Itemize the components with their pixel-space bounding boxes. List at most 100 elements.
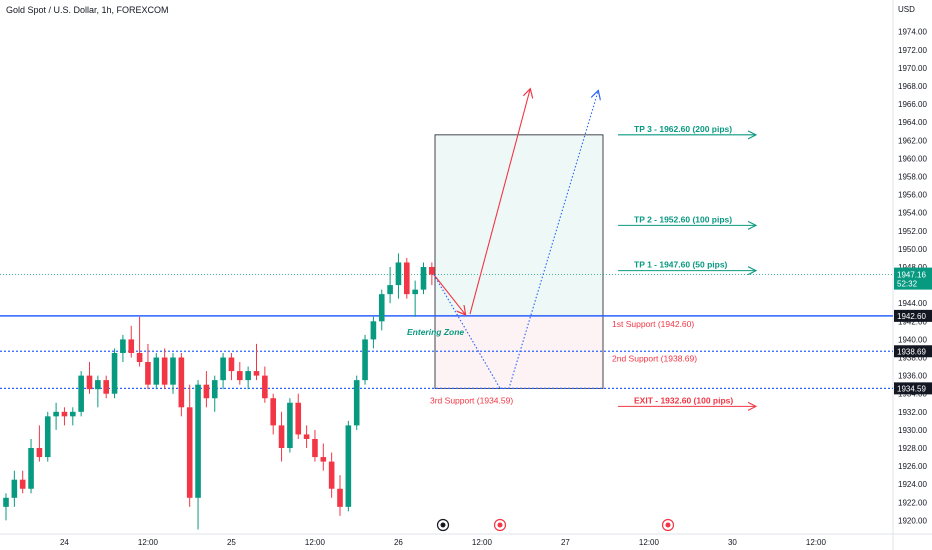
current-price-tag-bg	[894, 267, 932, 290]
candle-body	[429, 267, 435, 275]
candle	[429, 262, 435, 286]
candle	[44, 411, 51, 462]
x-tick-label: 12:00	[806, 538, 827, 547]
candle-body	[95, 380, 101, 390]
candle-body	[237, 371, 243, 381]
candle-body	[111, 352, 118, 394]
candle-body	[120, 339, 126, 353]
candle-body	[345, 425, 352, 507]
candle	[170, 352, 176, 394]
current-price-tag: 1947.16	[897, 271, 926, 280]
candle-body	[353, 380, 360, 426]
candle	[337, 475, 343, 516]
candle-body	[153, 357, 160, 385]
candle-body	[3, 497, 9, 507]
support-label-3: 3rd Support (1934.59)	[430, 395, 513, 405]
support-label-2: 2nd Support (1938.69)	[612, 353, 697, 363]
candle	[161, 348, 168, 390]
candle	[19, 470, 26, 494]
candle	[287, 398, 293, 453]
candle	[61, 407, 68, 426]
price-tag: 1934.59	[897, 384, 926, 393]
candle	[387, 267, 393, 304]
candle	[120, 334, 126, 363]
x-tick-label: 12:00	[138, 538, 159, 547]
y-tick-label: 1954.00	[898, 209, 927, 218]
y-tick-label: 1968.00	[898, 82, 927, 91]
candle-body	[362, 339, 368, 381]
candle-body	[303, 434, 310, 439]
y-tick-label: 1936.00	[898, 372, 927, 381]
x-tick-label: 26	[394, 538, 403, 547]
tp2-arrowhead	[747, 220, 758, 230]
candle	[345, 420, 352, 512]
candle-body	[337, 488, 343, 507]
y-tick-label: 1962.00	[898, 136, 927, 145]
tp3-arrowhead	[747, 130, 758, 140]
candle-body	[145, 362, 151, 385]
candle	[111, 348, 118, 399]
candle-body	[287, 402, 293, 449]
candle	[228, 352, 235, 381]
y-tick-label: 1924.00	[898, 480, 927, 489]
tp1-label: TP 1 - 1947.60 (50 pips)	[634, 260, 728, 270]
y-tick-label: 1928.00	[898, 444, 927, 453]
candle-body	[28, 448, 34, 489]
candle	[128, 325, 135, 358]
candle	[53, 402, 59, 430]
candle-body	[245, 371, 251, 381]
candle	[3, 493, 9, 521]
y-tick-label: 1972.00	[898, 46, 927, 55]
candle	[78, 371, 84, 417]
candle-body	[420, 267, 427, 290]
candle-body	[370, 321, 377, 340]
loss-zone	[434, 315, 604, 389]
candle	[404, 257, 410, 299]
y-tick-label: 1956.00	[898, 191, 927, 200]
candle-body	[278, 425, 285, 449]
x-tick-label: 12:00	[639, 538, 660, 547]
y-tick-label: 1960.00	[898, 154, 927, 163]
profit-zone	[434, 134, 604, 317]
candle	[370, 316, 377, 349]
us-flag-event-icon-dot	[665, 522, 671, 528]
zone-layer	[434, 134, 604, 389]
x-tick-label: 24	[60, 538, 69, 547]
candle	[312, 429, 318, 462]
price-tag: 1942.60	[897, 312, 926, 321]
candle	[303, 425, 310, 449]
candle	[211, 375, 218, 412]
candle	[220, 352, 226, 390]
candle	[270, 393, 276, 435]
candle-body	[412, 289, 418, 295]
currency-label: USD	[898, 5, 915, 14]
candle	[253, 343, 260, 381]
candle	[378, 289, 385, 331]
candle	[412, 280, 418, 317]
candle-body	[103, 380, 109, 394]
candle-body	[19, 479, 26, 489]
dividend-event-icon-dot	[440, 522, 446, 528]
candle	[395, 253, 402, 299]
candle-body	[203, 384, 210, 399]
candle	[145, 343, 151, 390]
price-tag-bg	[894, 309, 932, 322]
candle	[328, 452, 335, 498]
us-flag-event-icon-dot	[497, 522, 503, 528]
x-tick-label: 12:00	[472, 538, 493, 547]
entry-arrow	[433, 274, 465, 314]
y-tick-label: 1948.00	[898, 263, 927, 272]
candle	[186, 384, 193, 507]
candle-body	[211, 380, 218, 399]
y-tick-label: 1922.00	[898, 498, 927, 507]
y-tick-label: 1920.00	[898, 516, 927, 525]
y-tick-label: 1930.00	[898, 426, 927, 435]
candle-body	[186, 407, 193, 498]
y-tick-label: 1932.00	[898, 408, 927, 417]
candle-body	[220, 357, 226, 381]
candle	[178, 352, 185, 417]
candle	[195, 380, 201, 530]
alternate-path-arrow	[433, 91, 598, 389]
